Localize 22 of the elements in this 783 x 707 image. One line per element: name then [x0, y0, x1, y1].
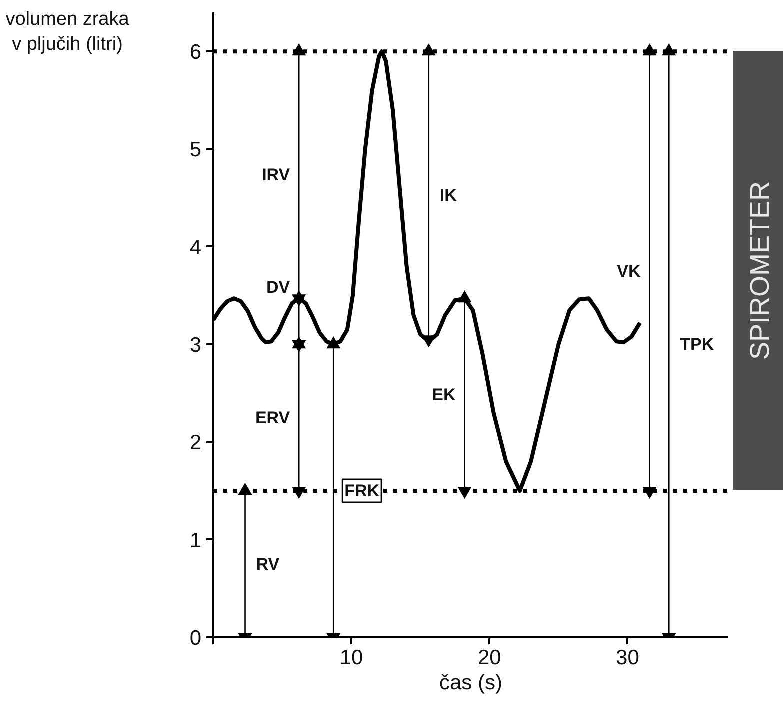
series-label: VK — [617, 262, 642, 281]
series-label: ERV — [255, 408, 291, 428]
series-label: EK — [432, 385, 457, 404]
y-tick-label: 6 — [190, 41, 202, 64]
y-tick-label: 2 — [190, 432, 202, 455]
y-tick-label: 5 — [190, 138, 202, 162]
y-tick-label: 4 — [190, 236, 202, 260]
series-label: RV — [256, 554, 280, 574]
y-axis-title: volumen zraka v pljučih (litri) — [4, 8, 130, 57]
x-axis-title: čas (s) — [440, 672, 502, 694]
series-label: TPK — [680, 335, 715, 354]
series-label: DV — [266, 278, 291, 298]
series-label: FRK — [344, 482, 380, 501]
y-tick-label: 1 — [190, 529, 202, 552]
series-label: IRV — [262, 166, 291, 185]
series-label: IK — [440, 186, 458, 206]
text: SPIROMETER — [744, 181, 776, 360]
x-tick-label: 20 — [478, 646, 502, 670]
x-tick-label: 10 — [340, 646, 364, 670]
y-tick-label: 0 — [190, 627, 202, 650]
x-tick-label: 30 — [616, 646, 640, 670]
y-tick-label: 3 — [190, 334, 202, 358]
